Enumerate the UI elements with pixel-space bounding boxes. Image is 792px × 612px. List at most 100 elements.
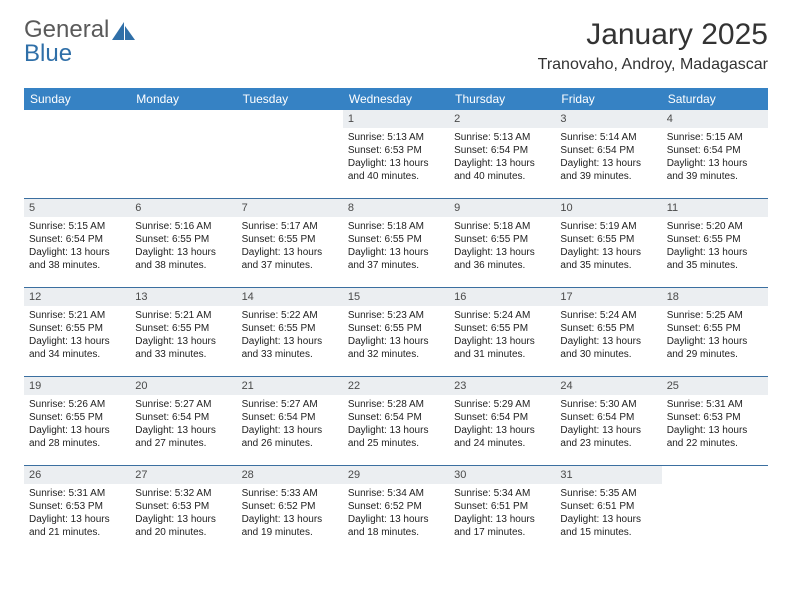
day-sr: Sunrise: 5:33 AM — [242, 487, 338, 500]
day-sr: Sunrise: 5:23 AM — [348, 309, 444, 322]
day-content: Sunrise: 5:33 AMSunset: 6:52 PMDaylight:… — [237, 484, 343, 545]
day-d1: Daylight: 13 hours — [135, 335, 231, 348]
day-sr: Sunrise: 5:15 AM — [667, 131, 763, 144]
day-ss: Sunset: 6:55 PM — [454, 233, 550, 246]
day-d1: Daylight: 13 hours — [667, 335, 763, 348]
day-ss: Sunset: 6:55 PM — [135, 233, 231, 246]
day-ss: Sunset: 6:55 PM — [29, 411, 125, 424]
day-ss: Sunset: 6:54 PM — [348, 411, 444, 424]
day-d1: Daylight: 13 hours — [454, 335, 550, 348]
day-d2: and 31 minutes. — [454, 348, 550, 361]
day-d1: Daylight: 13 hours — [242, 424, 338, 437]
day-d1: Daylight: 13 hours — [135, 424, 231, 437]
weeks-container: 1Sunrise: 5:13 AMSunset: 6:53 PMDaylight… — [24, 110, 768, 554]
day-d1: Daylight: 13 hours — [135, 513, 231, 526]
day-content: Sunrise: 5:35 AMSunset: 6:51 PMDaylight:… — [555, 484, 661, 545]
logo: General Blue — [24, 18, 137, 66]
day-sr: Sunrise: 5:34 AM — [454, 487, 550, 500]
day-ss: Sunset: 6:55 PM — [242, 322, 338, 335]
day-sr: Sunrise: 5:18 AM — [348, 220, 444, 233]
day-d2: and 38 minutes. — [135, 259, 231, 272]
week-row: 5Sunrise: 5:15 AMSunset: 6:54 PMDaylight… — [24, 198, 768, 287]
day-number: 26 — [24, 466, 130, 484]
day-d2: and 40 minutes. — [348, 170, 444, 183]
day-sr: Sunrise: 5:25 AM — [667, 309, 763, 322]
day-ss: Sunset: 6:53 PM — [135, 500, 231, 513]
day-d1: Daylight: 13 hours — [242, 335, 338, 348]
day-d1: Daylight: 13 hours — [560, 157, 656, 170]
day-d2: and 37 minutes. — [242, 259, 338, 272]
day-d2: and 19 minutes. — [242, 526, 338, 539]
day-sr: Sunrise: 5:21 AM — [135, 309, 231, 322]
day-d1: Daylight: 13 hours — [454, 513, 550, 526]
day-ss: Sunset: 6:55 PM — [242, 233, 338, 246]
day-number: 16 — [449, 288, 555, 306]
day-number: 23 — [449, 377, 555, 395]
day-d2: and 21 minutes. — [29, 526, 125, 539]
day-d1: Daylight: 13 hours — [560, 335, 656, 348]
day-sr: Sunrise: 5:21 AM — [29, 309, 125, 322]
day-cell: 3Sunrise: 5:14 AMSunset: 6:54 PMDaylight… — [555, 110, 661, 198]
logo-text: General Blue — [24, 18, 109, 66]
day-ss: Sunset: 6:54 PM — [454, 144, 550, 157]
day-cell: 24Sunrise: 5:30 AMSunset: 6:54 PMDayligh… — [555, 377, 661, 465]
day-content: Sunrise: 5:21 AMSunset: 6:55 PMDaylight:… — [24, 306, 130, 367]
day-sr: Sunrise: 5:13 AM — [348, 131, 444, 144]
day-d2: and 32 minutes. — [348, 348, 444, 361]
day-cell: 15Sunrise: 5:23 AMSunset: 6:55 PMDayligh… — [343, 288, 449, 376]
day-ss: Sunset: 6:54 PM — [242, 411, 338, 424]
day-ss: Sunset: 6:55 PM — [454, 322, 550, 335]
location: Tranovaho, Androy, Madagascar — [538, 56, 768, 74]
day-sr: Sunrise: 5:14 AM — [560, 131, 656, 144]
day-sr: Sunrise: 5:17 AM — [242, 220, 338, 233]
day-content: Sunrise: 5:15 AMSunset: 6:54 PMDaylight:… — [24, 217, 130, 278]
day-number: 21 — [237, 377, 343, 395]
day-cell: 12Sunrise: 5:21 AMSunset: 6:55 PMDayligh… — [24, 288, 130, 376]
day-number: 30 — [449, 466, 555, 484]
day-d1: Daylight: 13 hours — [348, 335, 444, 348]
day-sr: Sunrise: 5:18 AM — [454, 220, 550, 233]
day-d1: Daylight: 13 hours — [454, 246, 550, 259]
day-d1: Daylight: 13 hours — [454, 424, 550, 437]
day-ss: Sunset: 6:54 PM — [667, 144, 763, 157]
day-cell — [24, 110, 130, 198]
day-cell: 27Sunrise: 5:32 AMSunset: 6:53 PMDayligh… — [130, 466, 236, 554]
day-sr: Sunrise: 5:13 AM — [454, 131, 550, 144]
day-d2: and 27 minutes. — [135, 437, 231, 450]
day-content: Sunrise: 5:24 AMSunset: 6:55 PMDaylight:… — [555, 306, 661, 367]
weekday-mon: Monday — [130, 88, 236, 110]
week-row: 1Sunrise: 5:13 AMSunset: 6:53 PMDaylight… — [24, 110, 768, 198]
day-sr: Sunrise: 5:24 AM — [560, 309, 656, 322]
day-d1: Daylight: 13 hours — [348, 424, 444, 437]
title-block: January 2025 Tranovaho, Androy, Madagasc… — [538, 18, 768, 74]
day-content: Sunrise: 5:20 AMSunset: 6:55 PMDaylight:… — [662, 217, 768, 278]
day-content: Sunrise: 5:14 AMSunset: 6:54 PMDaylight:… — [555, 128, 661, 189]
day-number: 14 — [237, 288, 343, 306]
day-d1: Daylight: 13 hours — [242, 246, 338, 259]
day-d1: Daylight: 13 hours — [29, 513, 125, 526]
day-d2: and 25 minutes. — [348, 437, 444, 450]
day-ss: Sunset: 6:55 PM — [348, 322, 444, 335]
day-content: Sunrise: 5:27 AMSunset: 6:54 PMDaylight:… — [130, 395, 236, 456]
day-cell — [662, 466, 768, 554]
day-d1: Daylight: 13 hours — [560, 513, 656, 526]
day-d1: Daylight: 13 hours — [348, 246, 444, 259]
day-cell: 23Sunrise: 5:29 AMSunset: 6:54 PMDayligh… — [449, 377, 555, 465]
day-sr: Sunrise: 5:20 AM — [667, 220, 763, 233]
day-ss: Sunset: 6:54 PM — [560, 144, 656, 157]
day-ss: Sunset: 6:54 PM — [560, 411, 656, 424]
day-d1: Daylight: 13 hours — [667, 424, 763, 437]
day-content: Sunrise: 5:27 AMSunset: 6:54 PMDaylight:… — [237, 395, 343, 456]
day-d2: and 22 minutes. — [667, 437, 763, 450]
day-number: 2 — [449, 110, 555, 128]
day-ss: Sunset: 6:54 PM — [135, 411, 231, 424]
day-content: Sunrise: 5:16 AMSunset: 6:55 PMDaylight:… — [130, 217, 236, 278]
logo-part2: Blue — [24, 40, 72, 67]
day-content: Sunrise: 5:24 AMSunset: 6:55 PMDaylight:… — [449, 306, 555, 367]
day-cell: 5Sunrise: 5:15 AMSunset: 6:54 PMDaylight… — [24, 199, 130, 287]
day-sr: Sunrise: 5:31 AM — [667, 398, 763, 411]
day-d1: Daylight: 13 hours — [454, 157, 550, 170]
day-cell: 8Sunrise: 5:18 AMSunset: 6:55 PMDaylight… — [343, 199, 449, 287]
day-d2: and 33 minutes. — [135, 348, 231, 361]
day-sr: Sunrise: 5:27 AM — [135, 398, 231, 411]
